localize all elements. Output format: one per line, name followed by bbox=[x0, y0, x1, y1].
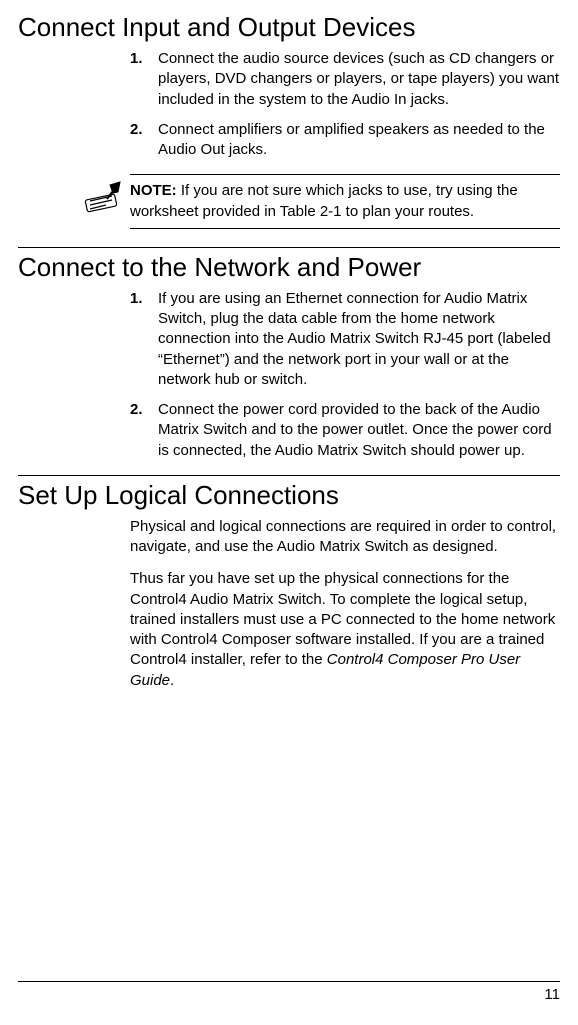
note-text: NOTE: If you are not sure which jacks to… bbox=[130, 181, 560, 222]
note-label: NOTE: bbox=[130, 182, 177, 199]
divider bbox=[130, 174, 560, 175]
page: Connect Input and Output Devices 1. Conn… bbox=[0, 0, 578, 1025]
list-item-number: 2. bbox=[130, 120, 143, 140]
section-logical-title: Set Up Logical Connections bbox=[18, 480, 560, 511]
list-item: 1. If you are using an Ethernet connecti… bbox=[130, 289, 560, 390]
io-list: 1. Connect the audio source devices (suc… bbox=[18, 49, 560, 160]
section-divider bbox=[18, 475, 560, 476]
list-item-text: Connect the audio source devices (such a… bbox=[158, 50, 559, 108]
divider bbox=[130, 228, 560, 229]
list-item: 2. Connect the power cord provided to th… bbox=[130, 400, 560, 461]
list-item-text: If you are using an Ethernet connection … bbox=[158, 290, 551, 388]
list-item-number: 2. bbox=[130, 400, 143, 420]
paragraph-text: . bbox=[170, 672, 174, 689]
list-item-number: 1. bbox=[130, 289, 143, 309]
section-io-title: Connect Input and Output Devices bbox=[18, 12, 560, 43]
page-footer: 11 bbox=[18, 981, 560, 1003]
paragraph: Thus far you have set up the physical co… bbox=[18, 569, 560, 691]
note-body: If you are not sure which jacks to use, … bbox=[130, 182, 518, 219]
list-item: 2. Connect amplifiers or amplified speak… bbox=[130, 120, 560, 161]
list-item-text: Connect the power cord provided to the b… bbox=[158, 401, 552, 459]
page-number: 11 bbox=[18, 986, 560, 1003]
list-item-text: Connect amplifiers or amplified speakers… bbox=[158, 121, 545, 158]
divider bbox=[18, 981, 560, 982]
note-block: NOTE: If you are not sure which jacks to… bbox=[18, 174, 560, 229]
list-item-number: 1. bbox=[130, 49, 143, 69]
section-net-title: Connect to the Network and Power bbox=[18, 252, 560, 283]
net-list: 1. If you are using an Ethernet connecti… bbox=[18, 289, 560, 461]
paragraph: Physical and logical connections are req… bbox=[18, 517, 560, 558]
note-row: NOTE: If you are not sure which jacks to… bbox=[80, 181, 560, 222]
section-divider bbox=[18, 247, 560, 248]
note-icon bbox=[80, 179, 124, 220]
list-item: 1. Connect the audio source devices (suc… bbox=[130, 49, 560, 110]
